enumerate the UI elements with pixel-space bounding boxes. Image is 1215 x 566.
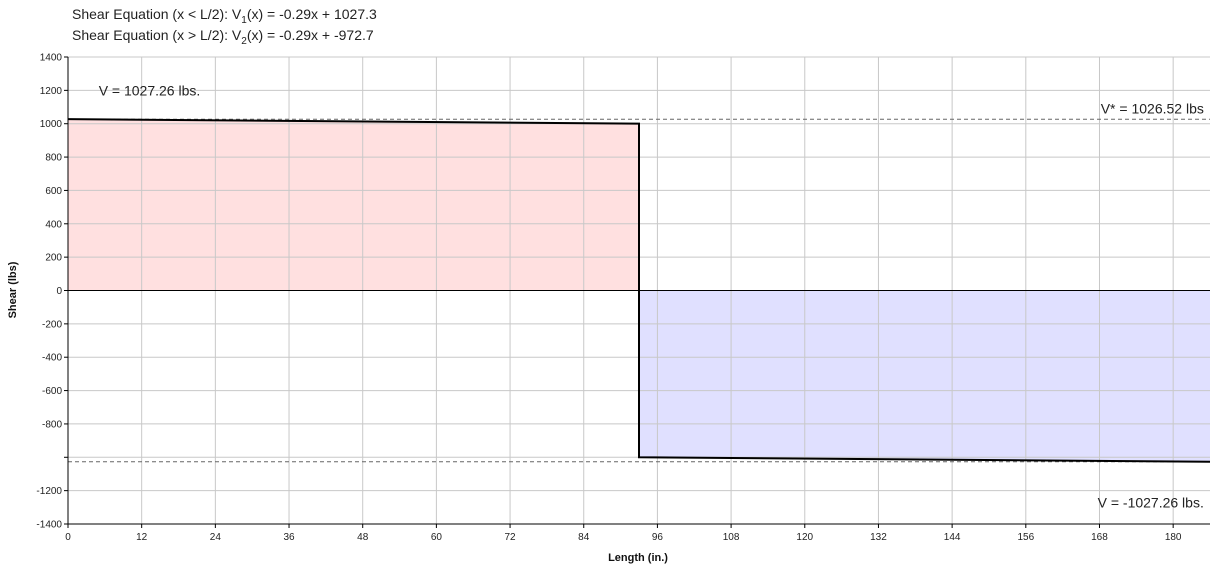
y-tick-label: -1200 (36, 486, 62, 497)
shear-series (67, 118, 1211, 463)
x-tick-label: 12 (136, 532, 148, 543)
equation-2-prefix: Shear Equation (x > L/2): V (72, 27, 242, 43)
y-tick-label: 1000 (40, 119, 63, 130)
y-tick-label: 200 (45, 253, 62, 264)
x-tick-label: 132 (870, 532, 887, 543)
y-tick-label: -800 (42, 419, 62, 430)
x-tick-label: 144 (944, 532, 961, 543)
x-tick-label: 84 (578, 532, 590, 543)
chart-axes (64, 56, 1210, 528)
equation-2-subscript: 2 (241, 35, 247, 47)
shear-equation-1: Shear Equation (x < L/2): V1(x) = -0.29x… (72, 6, 377, 26)
x-tick-label: 36 (283, 532, 295, 543)
shear-fill-1 (68, 119, 639, 291)
annotation-3: V = -1027.26 lbs. (1098, 494, 1204, 510)
annotation-1: V = 1027.26 lbs. (99, 82, 201, 98)
x-tick-label: 168 (1091, 532, 1108, 543)
y-tick-label: -1400 (36, 520, 62, 531)
x-tick-label: 48 (357, 532, 369, 543)
y-tick-label: -400 (42, 353, 62, 364)
chart-annotations: V = 1027.26 lbs. V* = 1026.52 lbs V = -102… (99, 82, 1204, 510)
shear-equation-2: Shear Equation (x > L/2): V2(x) = -0.29x… (72, 27, 374, 47)
x-tick-label: 60 (431, 532, 443, 543)
x-tick-label: 96 (652, 532, 664, 543)
equation-1-prefix: Shear Equation (x < L/2): V (72, 6, 242, 22)
x-tick-labels: 0 12 24 36 48 60 72 84 96 108 120 132 144 156 168 180 (65, 532, 1182, 543)
y-tick-label: 800 (45, 153, 62, 164)
y-tick-label: -200 (42, 319, 62, 330)
x-tick-label: 72 (505, 532, 517, 543)
x-tick-label: 180 (1165, 532, 1182, 543)
equation-2-rest: (x) = -0.29x + -972.7 (246, 27, 374, 43)
y-axis-title: Shear (lbs) (7, 261, 19, 318)
x-axis-title: Length (in.) (608, 552, 668, 564)
shear-line (67, 118, 1211, 463)
y-tick-label: 0 (56, 286, 62, 297)
y-tick-labels: 1400 1200 1000 800 600 400 200 0 -200 -400 -600 -80… (36, 53, 62, 531)
shear-fill-areas (68, 119, 1210, 462)
y-tick-label: 400 (45, 219, 62, 230)
reference-lines (68, 118, 1210, 463)
x-tick-label: 156 (1017, 532, 1034, 543)
x-tick-label: 120 (796, 532, 813, 543)
y-tick-label: 600 (45, 186, 62, 197)
y-tick-label: 1400 (40, 53, 63, 64)
y-tick-label: -600 (42, 386, 62, 397)
x-tick-label: 24 (210, 532, 222, 543)
annotation-2: V* = 1026.52 lbs (1101, 101, 1204, 117)
equation-1-subscript: 1 (241, 14, 247, 26)
shear-fill-2 (639, 290, 1210, 462)
x-tick-label: 0 (65, 532, 71, 543)
x-tick-label: 108 (723, 532, 740, 543)
equation-1-rest: (x) = -0.29x + 1027.3 (246, 6, 377, 22)
y-tick-label: 1200 (40, 86, 63, 97)
